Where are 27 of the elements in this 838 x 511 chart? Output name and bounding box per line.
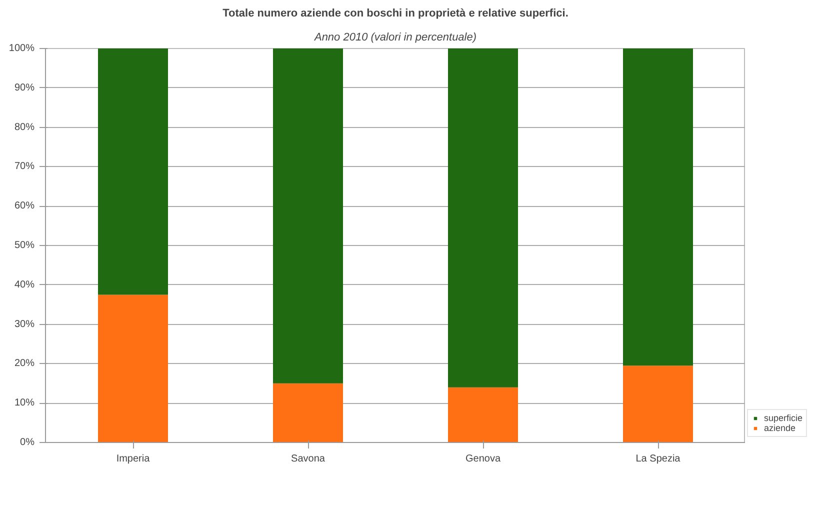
x-tick-label: La Spezia bbox=[636, 454, 681, 464]
bar bbox=[273, 48, 343, 384]
y-tick-label: 20% bbox=[14, 358, 35, 370]
bar bbox=[448, 48, 518, 388]
y-tick-label: 60% bbox=[14, 200, 35, 212]
legend-label: aziende bbox=[764, 423, 796, 433]
y-tick-label: 70% bbox=[14, 161, 35, 172]
y-tick-label: 0% bbox=[20, 437, 35, 448]
bar bbox=[98, 294, 168, 442]
bar bbox=[98, 48, 168, 295]
bar bbox=[623, 366, 693, 442]
bar bbox=[273, 383, 343, 442]
x-tick-label: Savona bbox=[291, 454, 326, 464]
y-tick-label: 50% bbox=[14, 240, 35, 251]
y-tick-label: 100% bbox=[8, 43, 35, 54]
y-tick-label: 40% bbox=[14, 279, 35, 290]
bar bbox=[623, 48, 693, 366]
y-tick-label: 90% bbox=[14, 82, 35, 94]
y-tick-label: 80% bbox=[14, 122, 35, 133]
y-tick-label: 30% bbox=[14, 318, 35, 330]
chart-subtitle: Anno 2010 (valori in percentuale) bbox=[313, 32, 477, 44]
x-tick-label: Imperia bbox=[116, 454, 150, 464]
y-tick-label: 10% bbox=[14, 398, 35, 409]
legend-label: superficie bbox=[764, 413, 803, 423]
chart-title: Totale numero aziende con boschi in proprietà e relative superfici. bbox=[222, 8, 568, 20]
bar bbox=[448, 387, 518, 442]
x-tick-label: Genova bbox=[465, 454, 501, 464]
